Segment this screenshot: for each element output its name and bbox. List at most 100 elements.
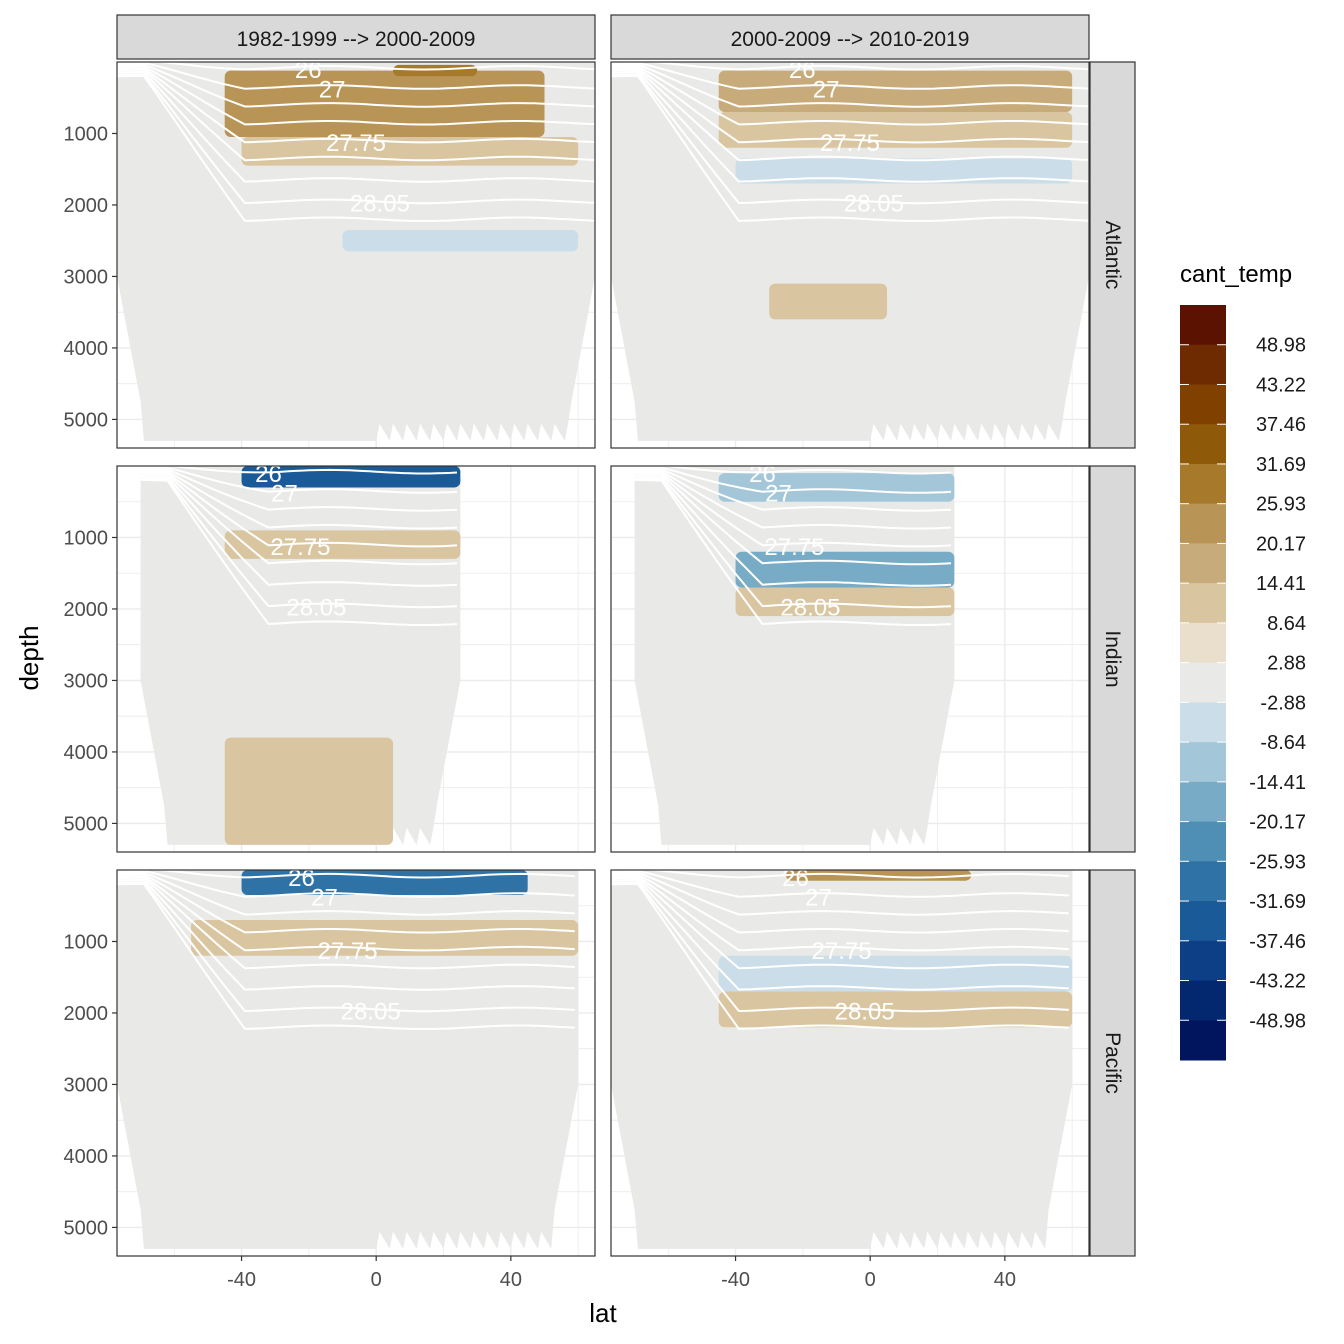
anomaly-band [393,64,478,77]
section-base [611,62,1089,441]
isopycnal-line [634,467,952,512]
anomaly-band [241,870,528,896]
legend-label: -8.64 [1260,732,1306,754]
isopycnal-label: 26 [789,57,816,84]
y-tick-label: 5000 [64,813,109,835]
y-tick-label: 1000 [64,123,109,145]
isopycnal-line [117,67,595,144]
legend-label: -31.69 [1249,891,1306,913]
isopycnal-line [117,870,575,879]
anomaly-band [718,70,1073,113]
isopycnal-label: 26 [295,57,322,84]
isopycnal-line [117,873,575,934]
x-tick-label: 0 [371,1269,382,1291]
legend-swatch [1180,901,1226,942]
panel-border [116,465,596,853]
legend: cant_temp 48.98 43.22 37.46 31.69 25.93 20.17… [1180,261,1306,1061]
panel-border [116,869,596,1257]
isopycnal-line [611,63,1089,108]
y-tick-label: 3000 [64,670,109,692]
isopycnal-label: 27.75 [764,534,824,561]
isopycnal-label: 27 [765,480,792,507]
isopycnal-line [634,475,952,587]
legend-swatch [1180,662,1226,703]
legend-swatch [1180,781,1226,823]
section-base [117,870,579,1249]
isopycnal-label: 27.75 [820,130,880,157]
isopycnal-line [611,73,1089,205]
anomaly-band [718,991,1073,1028]
legend-label: 37.46 [1256,414,1306,436]
isopycnal-line [117,871,575,916]
facet-strip-row-0 [1089,61,1136,449]
strips-layer: 1982-1999 --> 2000-2009 2000-2009 --> 201… [116,14,1136,1257]
y-tick-label: 4000 [64,338,109,360]
isopycnal-label: 28.05 [835,999,895,1026]
y-tick-label: 1000 [64,931,109,953]
legend-label: 20.17 [1256,533,1306,555]
isopycnal-line [140,478,458,626]
panel-border [116,61,596,449]
panel-border [610,869,1090,1257]
axes-layer: 1000200030004000500010002000300040005000… [64,123,1016,1291]
legend-label: 8.64 [1267,613,1306,635]
anomaly-band [718,473,955,502]
legend-swatch [1180,344,1226,385]
isopycnal-line [611,881,1069,1013]
isopycnal-line [117,68,595,162]
legend-swatch [1180,503,1226,544]
anomaly-band [769,283,888,320]
legend-swatch [1180,583,1226,624]
isopycnal-line [611,871,1069,916]
legend-label: -25.93 [1249,851,1306,873]
isopycnal-label: 27 [271,480,298,507]
isopycnal-line [117,74,595,222]
isopycnal-line [117,881,575,1013]
legend-title: cant_temp [1180,261,1292,288]
isopycnal-line [140,467,458,512]
facet-strip-col-1 [610,14,1090,60]
legend-label: 2.88 [1267,653,1306,675]
legend-swatch [1180,384,1226,425]
isopycnal-line [153,466,458,475]
facet-strip-row-1 [1089,465,1136,853]
isopycnal-label: 26 [288,865,315,892]
legend-swatch [1180,861,1226,902]
isopycnal-label: 27.75 [326,130,386,157]
x-tick-label: 0 [865,1269,876,1291]
x-axis-title: lat [589,1298,617,1328]
legend-label: -20.17 [1249,812,1306,834]
isopycnal-line [611,879,1069,991]
isopycnal-line [117,62,595,71]
y-tick-label: 5000 [64,1217,109,1239]
x-tick-label: 40 [500,1269,522,1291]
isopycnal-label: 28.05 [286,595,346,622]
isopycnal-line [117,71,595,183]
panel-border [610,61,1090,449]
isopycnal-label: 28.05 [844,191,904,218]
isopycnal-label: 27 [319,76,346,103]
y-tick-label: 4000 [64,1146,109,1168]
facet-strip-row-label: Atlantic [1101,221,1124,290]
isopycnal-label: 28.05 [780,595,840,622]
isopycnal-line [634,477,952,609]
y-tick-label: 2000 [64,1003,109,1025]
y-tick-label: 4000 [64,742,109,764]
isopycnal-label: 28.05 [350,191,410,218]
anomaly-band [342,229,579,252]
facet-strip-row-2 [1089,869,1136,1257]
isopycnal-label: 27 [805,884,832,911]
legend-label: -48.98 [1249,1010,1306,1032]
y-tick-label: 5000 [64,409,109,431]
isopycnal-line [634,471,952,548]
legend-swatch [1180,424,1226,465]
facet-strip-col-label: 2000-2009 --> 2010-2019 [731,28,970,51]
legend-swatch [1180,702,1226,743]
